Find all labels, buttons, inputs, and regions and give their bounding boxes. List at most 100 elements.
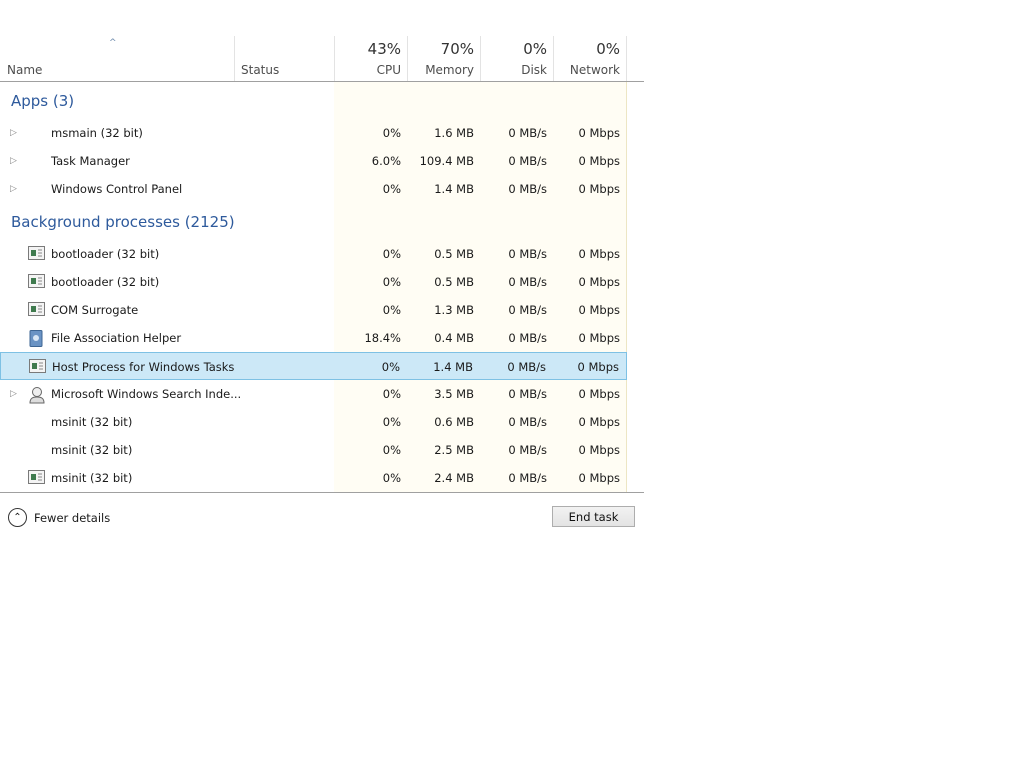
network-value: 0 Mbps (578, 443, 621, 457)
cpu-value: 0% (382, 443, 401, 457)
cpu-value: 0% (382, 415, 401, 429)
window-icon (28, 470, 45, 484)
column-header-name[interactable]: ^ Name (0, 36, 235, 81)
cpu-value: 0% (382, 387, 401, 401)
memory-value: 0.5 MB (434, 275, 474, 289)
network-value: 0 Mbps (578, 126, 621, 140)
cpu-value: 0% (381, 360, 400, 374)
table-header: ^ Name Status 43% CPU 70% Memory 0% Disk 0%… (0, 36, 644, 82)
process-name: bootloader (32 bit) (51, 275, 160, 289)
group-header[interactable]: Background processes (2125) (11, 213, 235, 231)
disk-value: 0 MB/s (508, 303, 547, 317)
process-row[interactable]: msinit (32 bit) 0% 2.4 MB 0 MB/s 0 Mbps (0, 464, 627, 492)
expand-arrow-icon[interactable]: ▷ (10, 184, 17, 194)
disk-value: 0 MB/s (508, 443, 547, 457)
status-header-label: Status (241, 63, 280, 77)
network-value: 0 Mbps (578, 303, 621, 317)
process-row[interactable]: ▷ Task Manager 6.0% 109.4 MB 0 MB/s 0 Mbps (0, 147, 627, 175)
column-header-cpu[interactable]: 43% CPU (334, 36, 408, 81)
cpu-value: 0% (382, 247, 401, 261)
column-header-status[interactable]: Status (235, 36, 335, 81)
process-row[interactable]: msinit (32 bit) 0% 2.5 MB 0 MB/s 0 Mbps (0, 436, 627, 464)
disk-value: 0 MB/s (508, 471, 547, 485)
cpu-value: 18.4% (364, 331, 401, 345)
process-name: msinit (32 bit) (51, 471, 133, 485)
process-row[interactable]: Host Process for Windows Tasks 0% 1.4 MB 0 … (0, 352, 627, 380)
cpu-value: 0% (382, 126, 401, 140)
disk-value: 0 MB/s (508, 415, 547, 429)
network-value: 0 Mbps (577, 360, 620, 374)
fewer-details-label: Fewer details (34, 510, 111, 525)
process-row[interactable]: msinit (32 bit) 0% 0.6 MB 0 MB/s 0 Mbps (0, 408, 627, 436)
memory-value: 109.4 MB (419, 154, 474, 168)
process-name: msmain (32 bit) (51, 126, 143, 140)
network-value: 0 Mbps (578, 331, 621, 345)
chevron-up-icon: ⌃ (8, 508, 27, 527)
disk-value: 0 MB/s (508, 154, 547, 168)
memory-value: 3.5 MB (434, 387, 474, 401)
memory-value: 1.6 MB (434, 126, 474, 140)
process-name: File Association Helper (51, 331, 182, 345)
network-column-bg (553, 82, 627, 492)
network-value: 0 Mbps (578, 471, 621, 485)
process-name: Task Manager (51, 154, 130, 168)
memory-value: 0.6 MB (434, 415, 474, 429)
group-header[interactable]: Apps (3) (11, 92, 75, 110)
process-row[interactable]: COM Surrogate 0% 1.3 MB 0 MB/s 0 Mbps (0, 296, 627, 324)
memory-total: 70% (440, 40, 474, 58)
end-task-button[interactable]: End task (552, 506, 635, 527)
process-name: msinit (32 bit) (51, 415, 133, 429)
process-row[interactable]: ▷ Windows Control Panel 0% 1.4 MB 0 MB/s 0 Mb… (0, 175, 627, 203)
disk-value: 0 MB/s (508, 182, 547, 196)
network-value: 0 Mbps (578, 275, 621, 289)
disk-value: 0 MB/s (508, 247, 547, 261)
expand-arrow-icon[interactable]: ▷ (10, 156, 17, 166)
footer: ⌃ Fewer details End task (0, 505, 644, 531)
fewer-details-button[interactable]: ⌃ Fewer details (8, 508, 110, 527)
column-header-memory[interactable]: 70% Memory (407, 36, 481, 81)
process-name: Microsoft Windows Search Inde... (51, 387, 242, 401)
network-value: 0 Mbps (578, 247, 621, 261)
window-icon (28, 246, 45, 260)
disk-value: 0 MB/s (508, 126, 547, 140)
disk-value: 0 MB/s (508, 275, 547, 289)
window-icon (28, 274, 45, 288)
disk-value: 0 MB/s (507, 360, 546, 374)
column-header-network[interactable]: 0% Network (553, 36, 627, 81)
memory-header-label: Memory (425, 63, 474, 77)
cpu-value: 0% (382, 182, 401, 196)
disk-value: 0 MB/s (508, 331, 547, 345)
network-value: 0 Mbps (578, 182, 621, 196)
window-icon (28, 302, 45, 316)
memory-value: 1.4 MB (433, 360, 473, 374)
cpu-value: 0% (382, 275, 401, 289)
process-table: ^ Name Status 43% CPU 70% Memory 0% Disk 0%… (0, 36, 644, 493)
column-header-disk[interactable]: 0% Disk (480, 36, 554, 81)
network-total: 0% (596, 40, 620, 58)
process-name: bootloader (32 bit) (51, 247, 160, 261)
memory-column-bg (407, 82, 481, 492)
expand-arrow-icon[interactable]: ▷ (10, 389, 17, 399)
memory-value: 0.5 MB (434, 247, 474, 261)
process-row[interactable]: bootloader (32 bit) 0% 0.5 MB 0 MB/s 0 Mbps (0, 240, 627, 268)
memory-value: 1.4 MB (434, 182, 474, 196)
process-name: Host Process for Windows Tasks (52, 360, 235, 374)
search-indexer-icon (28, 386, 45, 404)
memory-value: 1.3 MB (434, 303, 474, 317)
expand-arrow-icon[interactable]: ▷ (10, 128, 17, 138)
cpu-total: 43% (367, 40, 401, 58)
process-row[interactable]: bootloader (32 bit) 0% 0.5 MB 0 MB/s 0 Mbps (0, 268, 627, 296)
network-value: 0 Mbps (578, 415, 621, 429)
file-helper-icon (28, 330, 45, 347)
cpu-header-label: CPU (376, 63, 401, 77)
memory-value: 0.4 MB (434, 331, 474, 345)
process-row[interactable]: ▷ Microsoft Windows Search Inde... 0% 3.5 M… (0, 380, 627, 408)
process-row[interactable]: ▷ msmain (32 bit) 0% 1.6 MB 0 MB/s 0 Mbps (0, 119, 627, 147)
network-value: 0 Mbps (578, 387, 621, 401)
process-row[interactable]: File Association Helper 18.4% 0.4 MB 0 MB/s… (0, 324, 627, 352)
cpu-value: 0% (382, 303, 401, 317)
process-name: COM Surrogate (51, 303, 139, 317)
network-value: 0 Mbps (578, 154, 621, 168)
name-header-label: Name (7, 63, 43, 77)
disk-header-label: Disk (521, 63, 547, 77)
